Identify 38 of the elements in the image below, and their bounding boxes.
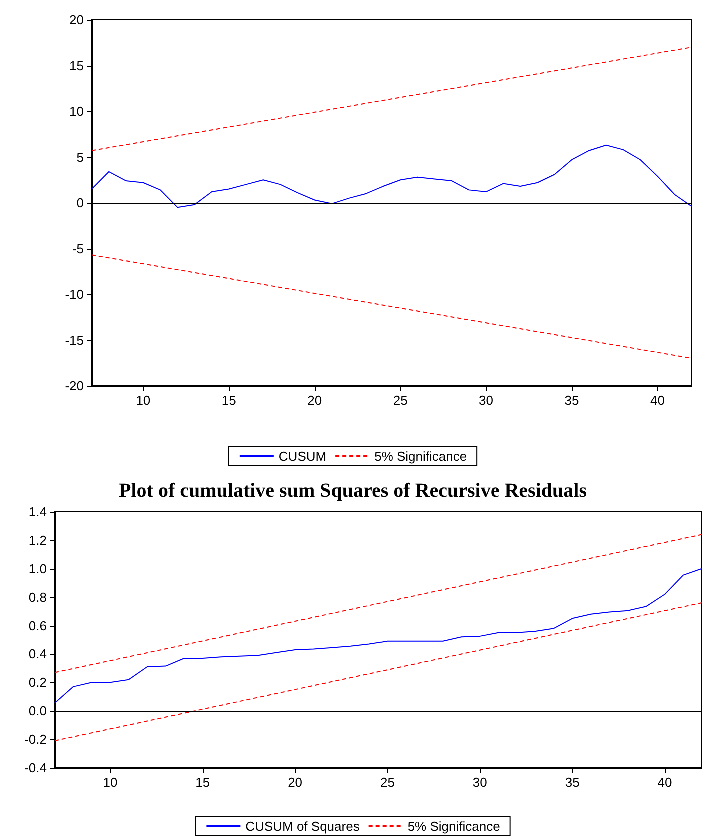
x-tick-label: 40 (650, 393, 665, 408)
chart-title: Plot of cumulative sum Squares of Recursive Residuals (119, 480, 588, 502)
y-tick-label: -20 (65, 378, 84, 394)
y-tick-label: -0.4 (24, 760, 47, 776)
y-tick-label: 5 (76, 150, 84, 165)
y-tick-label: 0.2 (28, 675, 47, 690)
x-tick-label: 20 (308, 393, 322, 408)
x-tick-label: 30 (472, 775, 488, 790)
y-tick-label: 20 (70, 12, 84, 28)
legend-label: CUSUM (278, 449, 327, 464)
legend-label: CUSUM of Squares (246, 819, 360, 834)
x-tick-label: 35 (564, 393, 580, 408)
y-tick-label: 0 (76, 196, 84, 210)
x-tick-label: 15 (222, 393, 236, 408)
x-tick-label: 35 (565, 775, 580, 790)
x-tick-label: 25 (393, 393, 408, 408)
x-tick-label: 40 (658, 775, 672, 790)
y-tick-label: -0.2 (24, 732, 47, 748)
y-tick-label: -15 (65, 332, 84, 348)
y-tick-label: 10 (70, 104, 84, 119)
y-tick-label: 1.2 (28, 532, 47, 548)
y-tick-label: 1.0 (28, 561, 47, 576)
y-tick-label: 15 (70, 58, 84, 74)
x-tick-label: 20 (288, 775, 303, 790)
x-tick-label: 15 (196, 775, 210, 790)
legend-label: 5% Significance (374, 449, 468, 464)
y-tick-label: 0.8 (28, 590, 47, 605)
y-tick-label: 0.4 (28, 646, 47, 662)
legend-label: 5% Significance (408, 819, 500, 834)
x-tick-label: 10 (136, 393, 151, 408)
y-tick-label: 1.4 (28, 504, 47, 520)
y-tick-label: -10 (65, 287, 84, 302)
y-tick-label: 0.0 (28, 704, 47, 719)
y-tick-label: -5 (72, 241, 84, 256)
x-tick-label: 30 (479, 393, 494, 408)
x-tick-label: 10 (103, 775, 118, 790)
x-tick-label: 25 (380, 775, 395, 790)
y-tick-label: 0.6 (28, 618, 47, 634)
